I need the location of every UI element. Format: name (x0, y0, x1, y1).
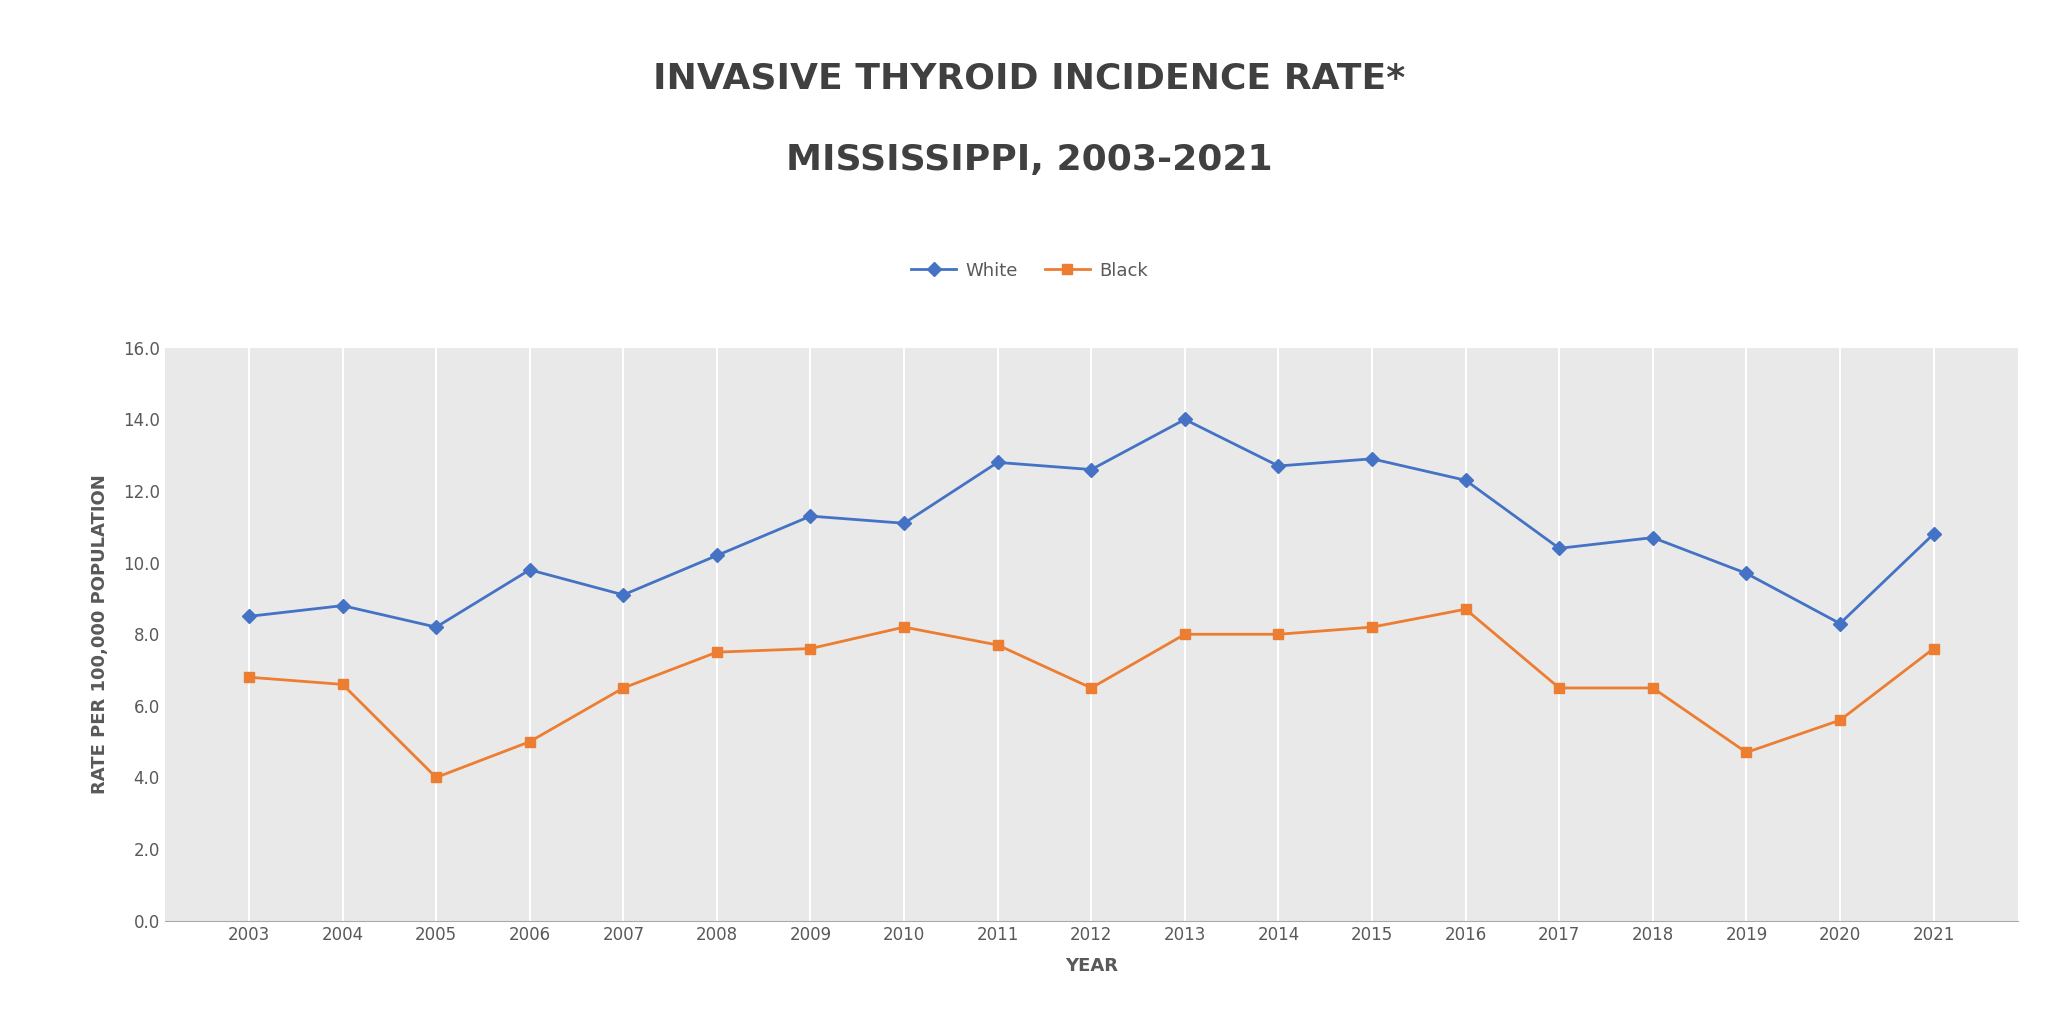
White (986, 456, 1011, 469)
White (1734, 567, 1758, 579)
Black (1641, 681, 1666, 694)
Black (1359, 621, 1384, 633)
White (1454, 474, 1478, 486)
White (329, 599, 354, 612)
Black (1266, 628, 1291, 640)
X-axis label: YEAR: YEAR (1065, 958, 1118, 976)
Black (799, 642, 824, 655)
Line: Black: Black (245, 605, 1938, 783)
Black (1828, 714, 1853, 726)
White (1546, 542, 1571, 554)
White (799, 509, 824, 522)
Black (1172, 628, 1196, 640)
Line: White: White (245, 414, 1938, 632)
Black (1079, 681, 1104, 694)
Black (1546, 681, 1571, 694)
White (1828, 617, 1853, 629)
Black (612, 681, 636, 694)
Y-axis label: RATE PER 100,000 POPULATION: RATE PER 100,000 POPULATION (91, 475, 109, 794)
White (1172, 413, 1196, 426)
White (1079, 463, 1104, 476)
White (424, 621, 449, 633)
White (892, 517, 916, 530)
White (1266, 460, 1291, 473)
White (704, 549, 729, 562)
Black (986, 638, 1011, 651)
Black (1734, 746, 1758, 758)
Text: MISSISSIPPI, 2003-2021: MISSISSIPPI, 2003-2021 (787, 143, 1272, 177)
Black (237, 671, 261, 683)
White (1641, 532, 1666, 544)
White (517, 564, 542, 576)
White (1359, 452, 1384, 464)
Black (1921, 642, 1946, 655)
Black (704, 647, 729, 659)
Black (1454, 603, 1478, 615)
Legend: White, Black: White, Black (904, 255, 1155, 287)
Black (424, 771, 449, 784)
Text: INVASIVE THYROID INCIDENCE RATE*: INVASIVE THYROID INCIDENCE RATE* (653, 61, 1406, 95)
Black (892, 621, 916, 633)
Black (329, 678, 354, 691)
White (612, 588, 636, 601)
White (237, 610, 261, 622)
Black (517, 736, 542, 748)
White (1921, 528, 1946, 540)
